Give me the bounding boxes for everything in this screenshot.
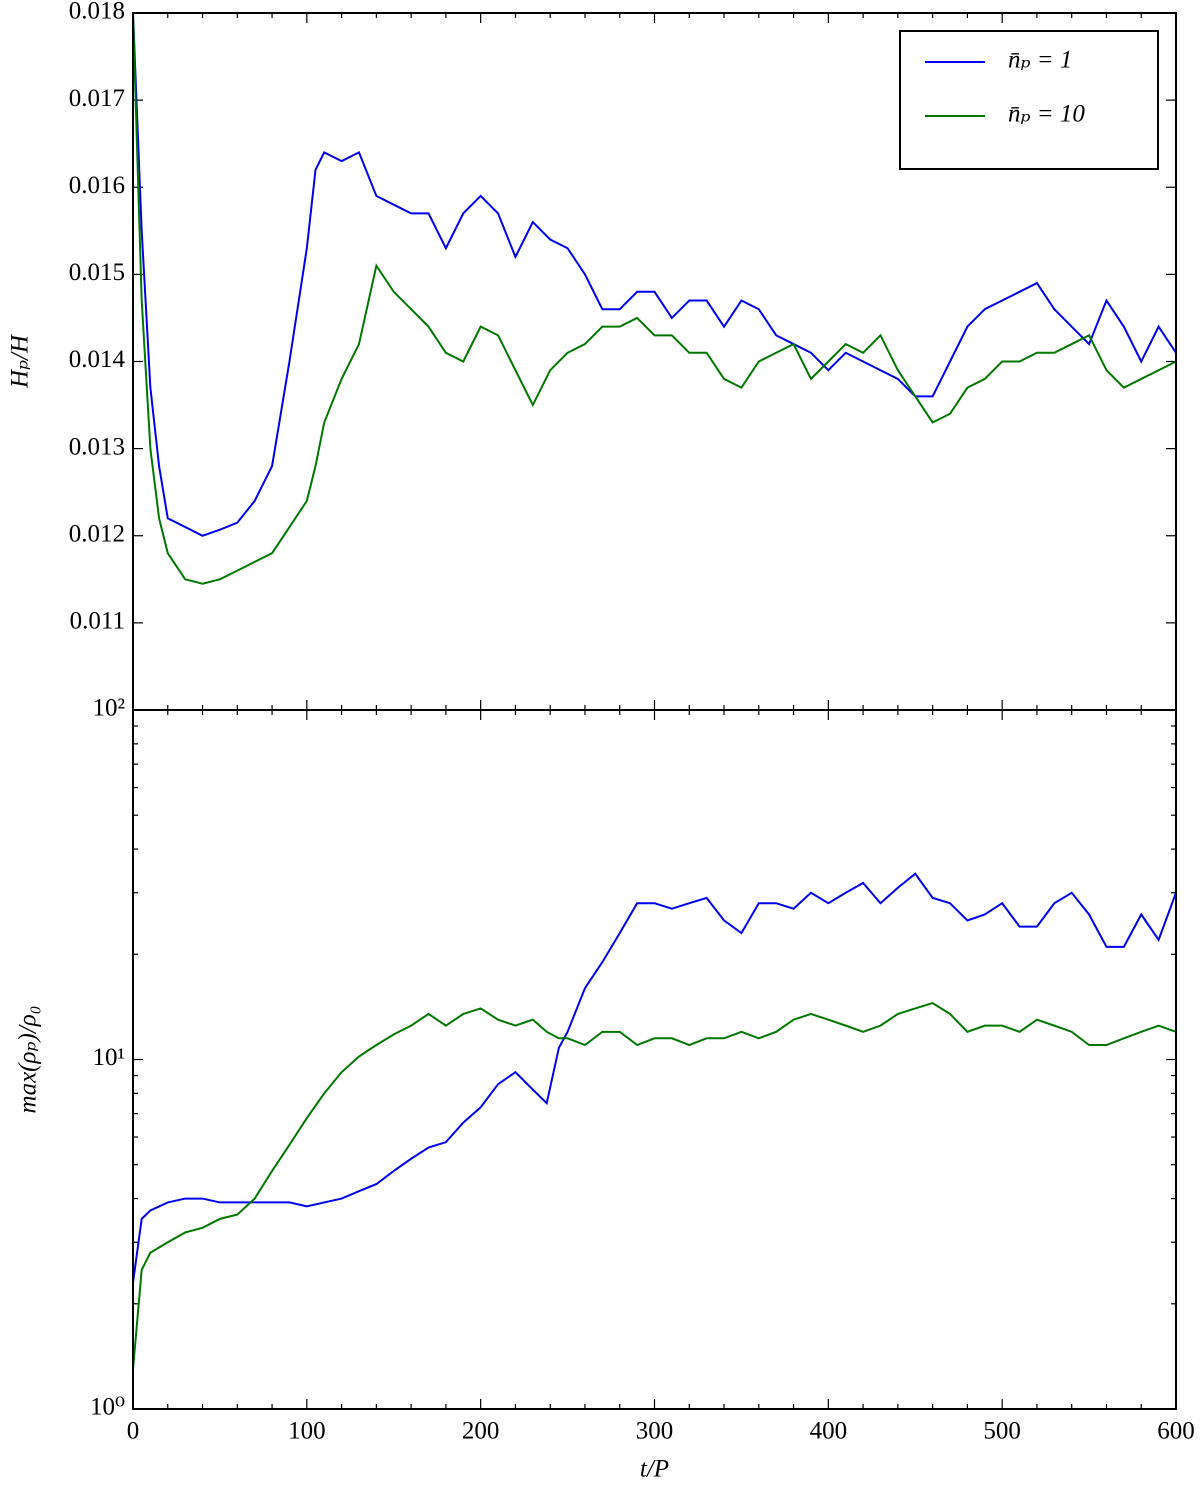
x-tick-label: 500 <box>983 1418 1021 1445</box>
y-tick-label: 10⁰ <box>90 1394 125 1421</box>
y-tick-label: 0.015 <box>69 259 125 286</box>
x-tick-label: 300 <box>636 1418 674 1445</box>
y-axis-label: Hₚ/H <box>7 333 34 389</box>
y-tick-label: 0.016 <box>69 172 125 199</box>
y-tick-label: 0.018 <box>69 0 125 25</box>
x-tick-label: 100 <box>288 1418 326 1445</box>
legend-box <box>899 30 1159 170</box>
plot-frame <box>132 709 1177 1410</box>
x-tick-label: 0 <box>127 1418 140 1445</box>
legend-label: n̄ₚ = 10 <box>1008 101 1085 128</box>
x-tick-label: 400 <box>810 1418 848 1445</box>
legend-label: n̄ₚ = 1 <box>1008 47 1072 74</box>
x-tick-label: 200 <box>462 1418 500 1445</box>
y-tick-label: 10² <box>93 695 126 722</box>
y-tick-label: 10¹ <box>93 1044 126 1071</box>
y-axis-label: max(ρₚ)/ρ₀ <box>15 1006 42 1114</box>
x-axis-label: t/P <box>640 1456 669 1483</box>
y-tick-label: 0.017 <box>69 85 125 112</box>
series-line <box>133 13 1176 537</box>
series-line <box>133 872 1176 1283</box>
y-tick-label: 0.012 <box>69 520 125 547</box>
x-tick-label: 600 <box>1157 1418 1195 1445</box>
series-line <box>133 13 1176 585</box>
y-tick-label: 0.014 <box>69 346 126 373</box>
series-line <box>133 1002 1176 1370</box>
y-tick-label: 0.013 <box>69 433 125 460</box>
y-tick-label: 0.011 <box>70 608 125 635</box>
